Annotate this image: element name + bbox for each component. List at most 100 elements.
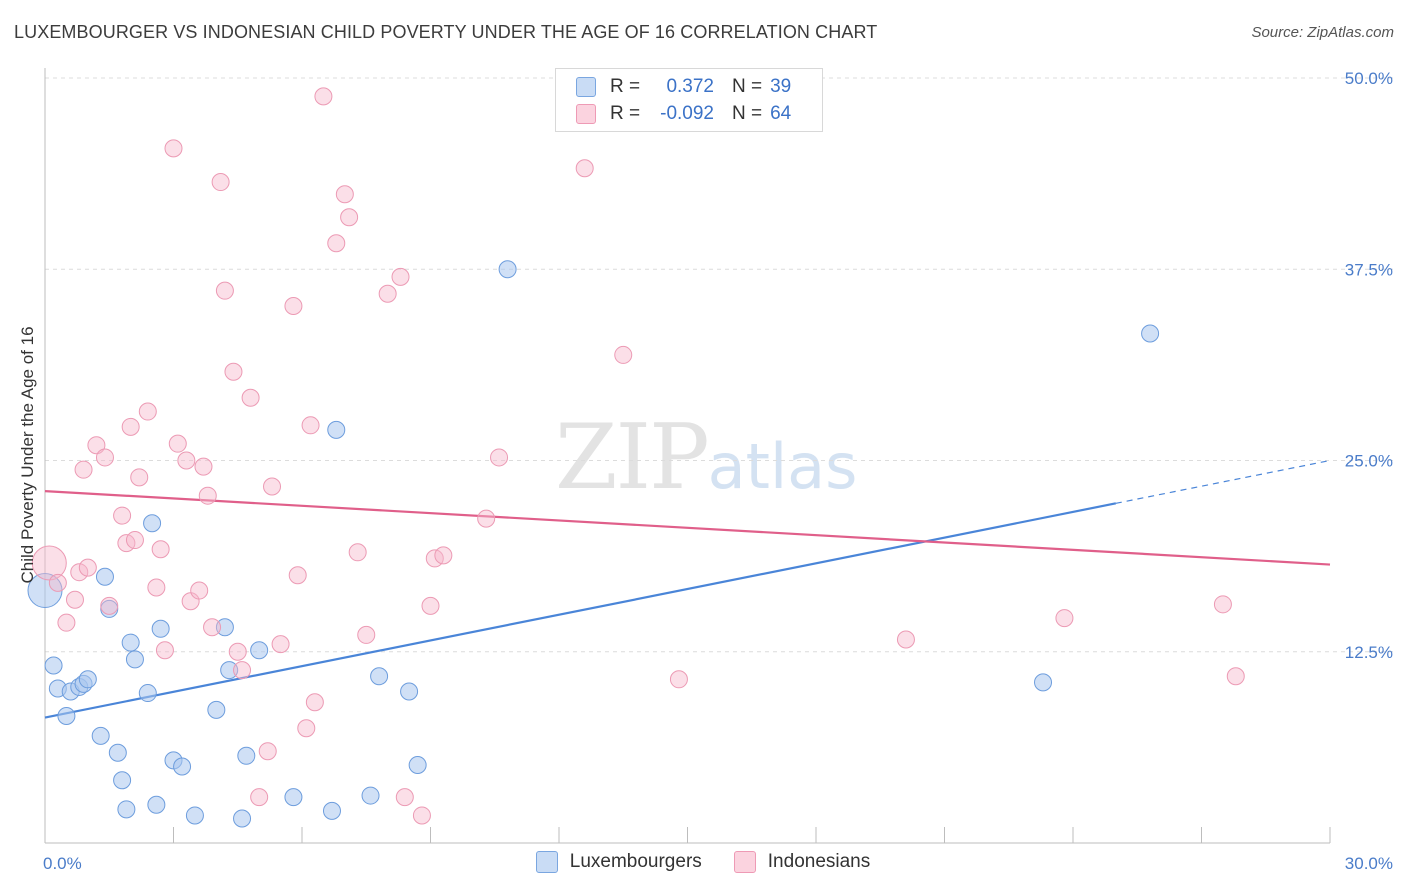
point-indonesians [335,185,354,204]
point-luxembourgers [173,757,192,776]
point-indonesians [434,546,453,565]
point-indonesians [113,506,132,525]
point-indonesians [395,788,414,807]
legend-r-value: -0.092 [660,103,714,124]
point-indonesians [78,558,97,577]
legend-swatch-pink [733,851,756,873]
x-tick-label: 30.0% [1345,854,1393,873]
legend-item-luxembourgers[interactable]: Luxembourgers [535,851,702,873]
point-luxembourgers [117,800,136,819]
point-indonesians [65,590,84,609]
point-indonesians [203,618,222,637]
y-tick-label: 12.5% [1345,643,1393,662]
point-indonesians [194,457,213,476]
point-indonesians [896,630,915,649]
legend-swatch-blue [535,851,558,873]
point-indonesians [297,719,316,738]
legend-swatch-pink [576,104,596,124]
point-luxembourgers [44,656,63,675]
point-indonesians [1226,667,1245,686]
point-indonesians [211,173,230,192]
point-luxembourgers [91,726,110,745]
point-luxembourgers [498,260,517,279]
legend-item-indonesians[interactable]: Indonesians [733,851,871,873]
point-indonesians [327,234,346,253]
point-indonesians [31,545,67,581]
point-luxembourgers [143,514,162,533]
point-indonesians [151,540,170,559]
point-luxembourgers [215,618,234,637]
point-luxembourgers [95,567,114,586]
point-luxembourgers [138,684,157,703]
point-luxembourgers [57,707,76,726]
trend-line-indonesians [44,490,1331,566]
point-indonesians [1213,595,1232,614]
point-luxembourgers [121,633,140,652]
point-indonesians [177,451,196,470]
trend-line-luxembourgers [44,502,1117,719]
point-indonesians [412,806,431,825]
point-indonesians [250,788,269,807]
point-indonesians [421,596,440,615]
point-indonesians [669,670,688,689]
point-indonesians [138,402,157,421]
point-indonesians [198,486,217,505]
point-indonesians [391,267,410,286]
point-indonesians [357,625,376,644]
point-luxembourgers [78,670,97,689]
y-tick-label: 37.5% [1345,260,1393,279]
point-indonesians [378,284,397,303]
correlation-legend: R = 0.372 N = 39 R = -0.092 N = 64 [555,68,823,132]
y-tick-label: 50.0% [1345,69,1393,88]
point-indonesians [241,388,260,407]
legend-n-label: N = [732,76,763,97]
point-indonesians [224,362,243,381]
trend-lines [44,459,1331,719]
series-legend: Luxembourgers Indonesians [0,851,1406,873]
point-indonesians [147,578,166,597]
legend-n-value: 39 [770,76,792,97]
point-indonesians [95,448,114,467]
point-luxembourgers [125,650,144,669]
point-indonesians [301,416,320,435]
point-luxembourgers [400,682,419,701]
point-indonesians [168,434,187,453]
point-indonesians [228,642,247,661]
legend-label: Luxembourgers [569,851,702,872]
point-indonesians [288,566,307,585]
point-luxembourgers [233,809,252,828]
point-luxembourgers [284,788,303,807]
point-indonesians [70,563,89,582]
grid-lines [45,77,1395,653]
y-axis-title: Child Poverty Under the Age of 16 [18,326,37,583]
point-luxembourgers [108,743,127,762]
point-indonesians [490,448,509,467]
point-luxembourgers [1141,324,1160,343]
watermark-zip: ZIP [555,405,710,510]
legend-n-label: N = [732,103,763,124]
point-indonesians [314,87,333,106]
trend-line-luxembourgers-extension [1115,459,1331,504]
point-indonesians [164,139,183,158]
point-luxembourgers [151,619,170,638]
point-luxembourgers [237,746,256,765]
point-indonesians [125,531,144,550]
point-indonesians [340,208,359,227]
point-indonesians [477,509,496,528]
legend-r-value: 0.372 [666,76,714,97]
point-luxembourgers [1034,673,1053,692]
point-luxembourgers [207,700,226,719]
legend-row-luxembourgers: R = 0.372 N = 39 [576,74,791,100]
point-luxembourgers [220,661,239,680]
point-luxembourgers [147,795,166,814]
legend-label: Indonesians [767,851,871,872]
point-luxembourgers [322,801,341,820]
point-indonesians [305,693,324,712]
point-luxembourgers [327,420,346,439]
legend-r-label: R = [610,76,641,97]
point-luxembourgers [185,806,204,825]
source-label: Source: ZipAtlas.com [1251,24,1394,41]
point-indonesians [233,661,252,680]
point-indonesians [614,345,633,364]
point-indonesians [271,635,290,654]
